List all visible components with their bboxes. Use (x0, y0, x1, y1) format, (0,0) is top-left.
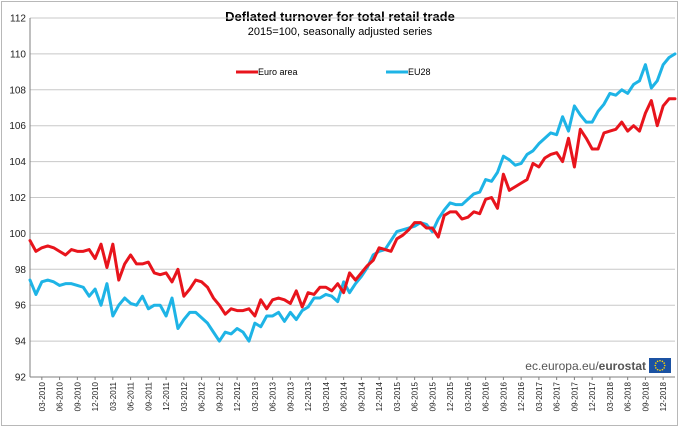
x-tick-label: 06-2018 (624, 381, 633, 411)
x-tick-label: 12-2011 (162, 381, 171, 410)
x-tick-label: 06-2011 (127, 381, 136, 410)
x-tick-label: 09-2015 (428, 381, 437, 411)
gridlines (30, 17, 675, 342)
x-tick-label: 03-2012 (180, 381, 189, 411)
x-tick-label: 06-2013 (269, 381, 278, 411)
y-tick-label: 96 (15, 301, 27, 312)
y-tick-label: 110 (10, 49, 26, 60)
x-tick-label: 03-2015 (393, 381, 402, 411)
x-tick-label: 03-2014 (322, 381, 331, 411)
source-credit: ec.europa.eu/eurostat (525, 358, 671, 373)
legend-label: Euro area (258, 67, 298, 77)
y-tick-label: 106 (9, 121, 26, 132)
x-tick-label: 09-2013 (286, 381, 295, 411)
x-tick-label: 12-2015 (446, 381, 455, 411)
x-tick-label: 12-2016 (517, 381, 526, 411)
series-lines (28, 52, 677, 343)
y-tick-label: 94 (15, 337, 27, 348)
legend-label: EU28 (408, 67, 431, 77)
credit-domain: ec.europa.eu/ (525, 359, 599, 373)
credit-text: ec.europa.eu/eurostat (525, 359, 646, 373)
x-tick-label: 06-2012 (198, 381, 207, 411)
x-tick-label: 12-2013 (304, 381, 313, 411)
series-line-euro-area (28, 97, 677, 318)
y-tick-label: 92 (15, 373, 27, 384)
x-tick-label: 03-2016 (464, 381, 473, 411)
x-tick-label: 09-2010 (73, 381, 82, 411)
x-tick-label: 06-2015 (411, 381, 420, 411)
chart-title: Deflated turnover for total retail trade (225, 9, 455, 24)
x-tick-label: 03-2010 (38, 381, 47, 411)
y-tick-label: 112 (10, 14, 26, 25)
y-tick-label: 100 (9, 229, 26, 240)
y-tick-label: 108 (9, 85, 26, 96)
x-tick-label: 06-2016 (482, 381, 491, 411)
axes: 92 94 96 98 100 102 104 106 108 110 112 03-2010 06-2… (9, 14, 675, 411)
x-tick-label: 09-2016 (499, 381, 508, 411)
x-tick-label: 12-2014 (375, 381, 384, 411)
y-tick-label: 98 (15, 265, 27, 276)
x-tick-label: 03-2018 (606, 381, 615, 411)
x-tick-label: 09-2018 (641, 381, 650, 411)
x-tick-label: 12-2018 (659, 381, 668, 411)
x-tick-label: 03-2017 (535, 381, 544, 411)
y-tick-label: 104 (9, 157, 26, 168)
eu-flag-icon (649, 358, 671, 373)
series-line-eu28 (28, 52, 677, 343)
legend: Euro area EU28 (236, 67, 431, 77)
x-tick-label: 09-2011 (144, 381, 153, 410)
x-tick-label: 06-2017 (553, 381, 562, 411)
x-tick-label: 09-2017 (570, 381, 579, 411)
x-tick-label: 09-2014 (357, 381, 366, 411)
chart-subtitle: 2015=100, seasonally adjusted series (248, 26, 433, 38)
x-tick-label: 12-2012 (233, 381, 242, 411)
x-tick-label: 12-2017 (588, 381, 597, 411)
x-tick-label: 09-2012 (215, 381, 224, 411)
x-tick-label: 06-2014 (340, 381, 349, 411)
x-tick-label: 03-2011 (109, 381, 118, 410)
x-tick-label: 12-2010 (91, 381, 100, 411)
x-tick-label: 06-2010 (56, 381, 65, 411)
x-tick-label: 03-2013 (251, 381, 260, 411)
y-tick-label: 102 (9, 193, 26, 204)
credit-brand: eurostat (599, 359, 646, 373)
